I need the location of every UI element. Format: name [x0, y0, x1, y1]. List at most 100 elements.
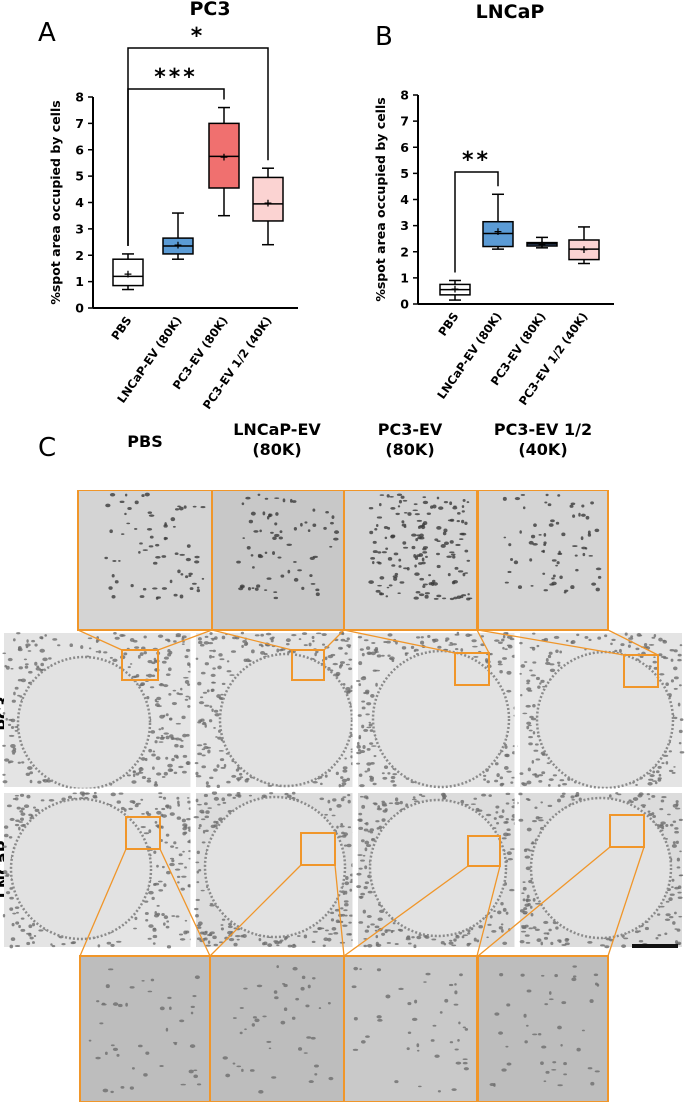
cell	[328, 933, 334, 935]
cell	[671, 771, 676, 774]
cell	[48, 657, 52, 660]
cell	[112, 1002, 119, 1006]
cell	[168, 1006, 172, 1011]
cell	[559, 779, 565, 782]
cell	[144, 492, 150, 497]
cell	[198, 701, 205, 705]
cell	[222, 1056, 228, 1060]
cell	[499, 776, 504, 780]
cell	[379, 909, 385, 914]
cell	[461, 510, 465, 513]
cell	[184, 679, 190, 684]
cell	[657, 777, 662, 780]
mean-marker: +	[263, 197, 272, 210]
cell	[179, 553, 185, 556]
cell	[619, 648, 622, 653]
cell	[432, 504, 437, 509]
cell	[392, 773, 398, 776]
cell	[385, 595, 389, 598]
cell	[159, 1064, 164, 1068]
cell	[207, 807, 212, 809]
cell	[398, 499, 403, 504]
cell	[381, 772, 385, 775]
cell	[340, 776, 344, 779]
cell	[19, 793, 25, 797]
cell	[394, 1080, 399, 1084]
cell	[165, 925, 170, 929]
cell	[541, 771, 546, 775]
cell	[145, 1051, 150, 1055]
cell	[203, 793, 208, 798]
cell	[462, 1026, 467, 1029]
significance-label: **	[462, 148, 491, 173]
cell	[547, 784, 551, 787]
cell	[9, 944, 14, 949]
cell	[535, 902, 541, 905]
cell	[173, 754, 179, 758]
cell	[218, 750, 224, 752]
cell	[205, 784, 211, 788]
cell	[17, 645, 22, 650]
cell	[382, 776, 388, 780]
cell	[152, 750, 156, 753]
cell	[496, 773, 500, 778]
zoom-panel-top	[477, 490, 659, 656]
cell	[366, 762, 372, 766]
scale-bar	[632, 944, 678, 948]
cell	[312, 523, 317, 527]
cell	[226, 660, 230, 663]
cell	[186, 797, 190, 799]
cell	[140, 757, 146, 761]
cell	[466, 501, 470, 504]
cell	[538, 534, 542, 536]
panel-label-c: C	[38, 433, 57, 463]
cell	[5, 717, 8, 721]
cell	[216, 784, 220, 789]
cell	[422, 583, 428, 586]
cell	[163, 883, 167, 888]
cell	[422, 496, 427, 499]
micrograph-tile	[2, 631, 194, 791]
cell	[563, 1073, 568, 1076]
cell	[185, 557, 192, 562]
cell	[212, 768, 218, 772]
cell	[271, 636, 275, 639]
cell	[219, 758, 225, 762]
cell	[500, 902, 504, 906]
cell	[44, 634, 47, 637]
cell	[450, 553, 456, 556]
cell	[134, 916, 138, 921]
cell	[9, 887, 14, 890]
cell	[677, 702, 681, 707]
cell	[388, 584, 393, 587]
cell	[108, 968, 114, 971]
cell	[2, 711, 6, 715]
cell	[304, 521, 308, 524]
cell	[222, 801, 227, 804]
cell	[257, 553, 262, 558]
cell	[675, 807, 681, 810]
cell	[10, 667, 14, 670]
cell	[446, 555, 452, 558]
cell	[522, 910, 528, 915]
cell	[2, 870, 8, 875]
cell	[252, 1016, 257, 1019]
cell	[169, 812, 175, 816]
cell	[363, 828, 369, 832]
cell	[196, 586, 200, 589]
cell	[69, 643, 74, 648]
cell	[273, 940, 279, 943]
cell	[387, 633, 393, 637]
cell	[197, 921, 203, 926]
cell	[103, 651, 108, 654]
cell	[553, 635, 560, 639]
cell	[243, 987, 248, 990]
cell	[532, 1033, 538, 1036]
cell	[331, 927, 337, 931]
cell	[501, 809, 505, 813]
cell	[205, 810, 210, 814]
cell	[203, 746, 209, 750]
cell	[571, 798, 576, 801]
cell	[185, 648, 191, 652]
zoom-image	[77, 490, 213, 631]
